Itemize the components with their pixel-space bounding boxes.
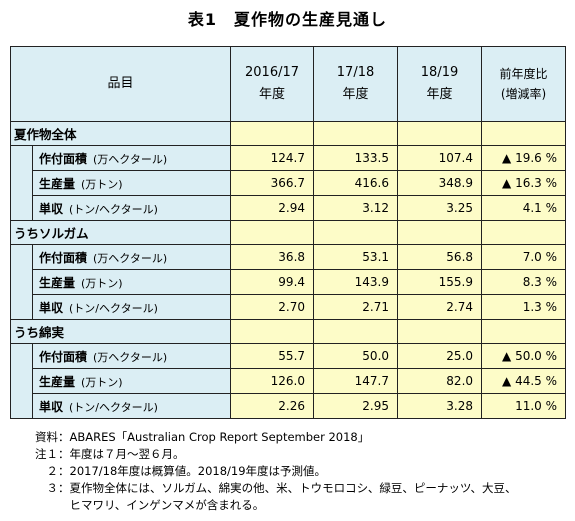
header-yoy: 前年度比 (増減率) [481,46,567,122]
note-3-cont: ヒマワリ、インゲンマメが含まれる。 [35,498,265,512]
table-row: 生産量 (万トン) 366.7 416.6 348.9 ▲ 16.3 % [10,170,567,196]
header-item: 品目 [9,46,232,122]
crop-outlook-table: 品目 2016/17 年度 17/18 年度 18/19 年度 前年度比 (増減率) 夏… [9,46,567,419]
table-row: 作付面積 (万ヘクタール) 55.7 50.0 25.0 ▲ 50.0 % [10,343,567,369]
group-row: 夏作物全体 [9,121,567,146]
table-row: 単収 (トン/ヘクタール) 2.70 2.71 2.74 1.3 % [10,294,567,320]
table-row: 生産量 (万トン) 126.0 147.7 82.0 ▲ 44.5 % [10,368,567,394]
header-17-18: 17/18 年度 [313,46,399,122]
row-label: 単収 (トン/ヘクタール) [31,294,232,320]
group-name: うちソルガム [9,220,232,245]
note-3: ３：夏作物全体には、ソルガム、綿実の他、米、トウモロコシ、緑豆、ピーナッツ、大豆… [35,481,517,495]
row-label: 単収 (トン/ヘクタール) [31,195,232,221]
row-label: 作付面積 (万ヘクタール) [31,343,232,369]
table-row: 生産量 (万トン) 99.4 143.9 155.9 8.3 % [10,269,567,295]
table-notes: 資料：ABARES「Australian Crop Report Septemb… [35,429,517,514]
group-name: うち綿実 [9,319,232,344]
group-row: うち綿実 [9,319,567,344]
table-row: 単収 (トン/ヘクタール) 2.26 2.95 3.28 11.0 % [10,393,567,419]
group-name: 夏作物全体 [9,121,232,146]
table-title: 表1 夏作物の生産見通し [187,10,388,29]
row-label: 生産量 (万トン) [31,368,232,394]
table-row: 作付面積 (万ヘクタール) 36.8 53.1 56.8 7.0 % [10,244,567,270]
note-source: 資料：ABARES「Australian Crop Report Septemb… [35,430,370,444]
row-label: 生産量 (万トン) [31,269,232,295]
note-2: ２：2017/18年度は概算値。2018/19年度は予測値。 [35,464,327,478]
row-label: 作付面積 (万ヘクタール) [31,244,232,270]
row-label: 生産量 (万トン) [31,170,232,196]
header-2016-17: 2016/17 年度 [230,46,315,122]
row-label: 作付面積 (万ヘクタール) [31,145,232,171]
header-18-19: 18/19 年度 [397,46,483,122]
table-row: 単収 (トン/ヘクタール) 2.94 3.12 3.25 4.1 % [10,195,567,221]
note-1: 注１：年度は７月～翌６月。 [35,447,185,461]
row-label: 単収 (トン/ヘクタール) [31,393,232,419]
table-row: 作付面積 (万ヘクタール) 124.7 133.5 107.4 ▲ 19.6 % [10,145,567,171]
group-row: うちソルガム [9,220,567,245]
